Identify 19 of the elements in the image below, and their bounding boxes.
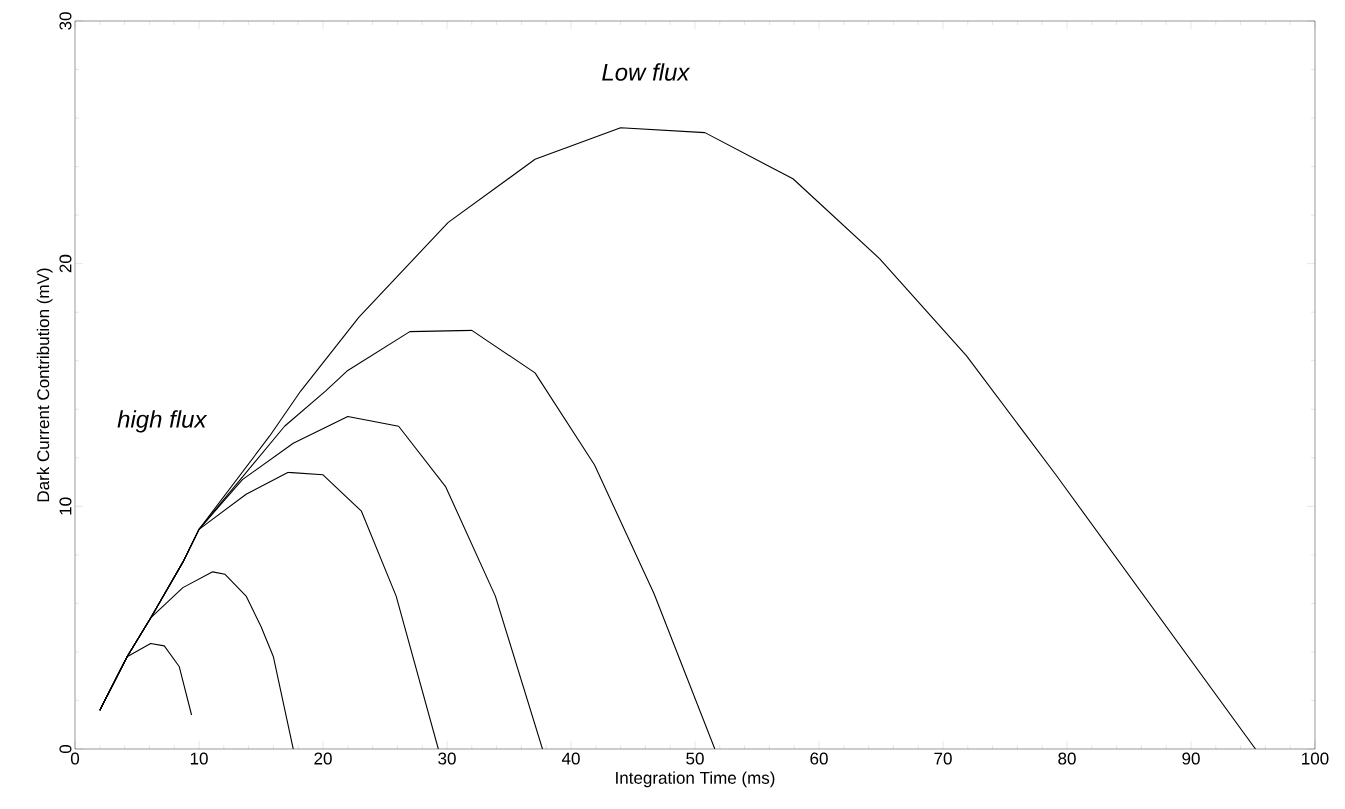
x-tick-label: 90 (1182, 752, 1200, 765)
y-tick-label: 10 (59, 497, 72, 515)
x-tick-label: 70 (934, 752, 952, 765)
x-tick-label: 60 (810, 752, 828, 765)
x-tick-label: 30 (438, 752, 456, 765)
x-tick-label: 80 (1058, 752, 1076, 765)
x-tick-label: 50 (686, 752, 704, 765)
y-tick-label: 20 (59, 254, 72, 273)
y-axis-title: Dark Current Contribution (mV) (36, 268, 53, 502)
y-tick-label: 0 (59, 744, 72, 754)
x-axis-title: Integration Time (ms) (616, 771, 775, 788)
x-tick-label: 0 (70, 752, 80, 765)
x-tick-label: 40 (561, 752, 580, 765)
annotation: high flux (117, 410, 208, 433)
x-tick-label: 10 (190, 752, 208, 765)
y-tick-label: 30 (59, 12, 72, 30)
annotation: Low flux (602, 63, 691, 81)
x-tick-label: 20 (314, 752, 332, 765)
x-tick-label: 100 (1302, 752, 1329, 765)
